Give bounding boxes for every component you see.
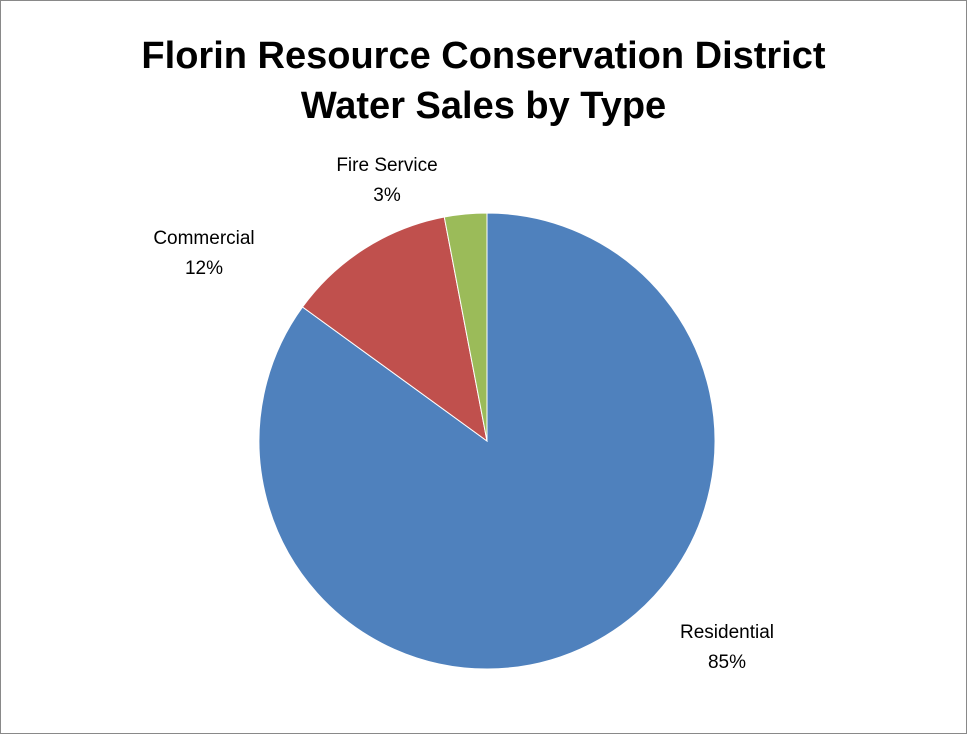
data-label-name-commercial: Commercial: [153, 228, 254, 249]
pie-slices: [258, 212, 716, 670]
data-label-name-residential: Residential: [680, 622, 774, 643]
chart-title-line-1: Florin Resource Conservation District: [141, 35, 826, 77]
chart-title: Florin Resource Conservation District Wa…: [1, 31, 966, 131]
chart-title-line-2: Water Sales by Type: [300, 85, 667, 127]
pie-slice-fire-service: [443, 212, 488, 442]
data-label-value-commercial: 12%: [185, 258, 223, 279]
pie-labels: Residential 85% Commercial 12% Fire Service 3…: [153, 155, 774, 673]
pie-slice-commercial: [301, 216, 488, 443]
data-label-value-residential: 85%: [708, 652, 746, 673]
data-label-name-fire-service: Fire Service: [336, 155, 437, 176]
data-label-value-fire-service: 3%: [373, 185, 401, 206]
